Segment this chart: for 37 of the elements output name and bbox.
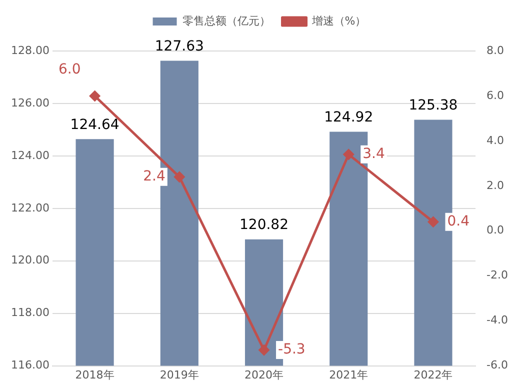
x-tick-label: 2021年 [329, 368, 368, 382]
y2-tick-label: -2.0 [486, 268, 508, 282]
y-tick-label: 124.00 [10, 148, 50, 162]
data-label: -5.3 [278, 342, 306, 358]
data-label: 125.38 [408, 97, 458, 114]
y2-tick-label: 0.0 [486, 224, 504, 237]
data-label: 124.64 [70, 116, 120, 133]
y2-tick-label: -6.0 [486, 358, 508, 372]
legend-label: 增速（%） [310, 14, 366, 28]
point [174, 172, 185, 182]
point [343, 149, 354, 160]
y2-tick-label: 2.0 [486, 178, 504, 192]
legend-label: 零售总额（亿元） [182, 14, 270, 28]
y-tick-label: 122.00 [10, 201, 50, 214]
x-tick-label: 2018年 [75, 368, 114, 382]
data-label: 127.63 [154, 38, 204, 54]
y2-tick-label: 6.0 [486, 88, 504, 102]
x-tick-label: 2019年 [160, 368, 199, 382]
x-tick-label: 2020年 [244, 368, 284, 382]
y-tick-label: 126.00 [10, 96, 50, 110]
y-tick-label: 118.00 [10, 306, 50, 320]
point [428, 216, 438, 228]
data-label: 124.92 [324, 109, 374, 126]
data-label: 3.4 [362, 146, 385, 162]
y-tick-label: 116.00 [10, 358, 50, 372]
data-label: 2.4 [143, 168, 166, 185]
x-tick-label: 2022年 [414, 368, 453, 382]
y2-tick-label: 4.0 [486, 134, 504, 147]
y-tick-label: 120.00 [10, 254, 50, 267]
data-label: 0.4 [447, 214, 470, 230]
y2-tick-label: -4.0 [486, 314, 508, 327]
point [90, 90, 100, 102]
point [258, 344, 270, 356]
y2-tick-label: 8.0 [486, 44, 504, 57]
data-label: 120.82 [240, 216, 289, 233]
y-tick-label: 128.00 [10, 44, 50, 57]
data-label: 6.0 [58, 62, 81, 78]
